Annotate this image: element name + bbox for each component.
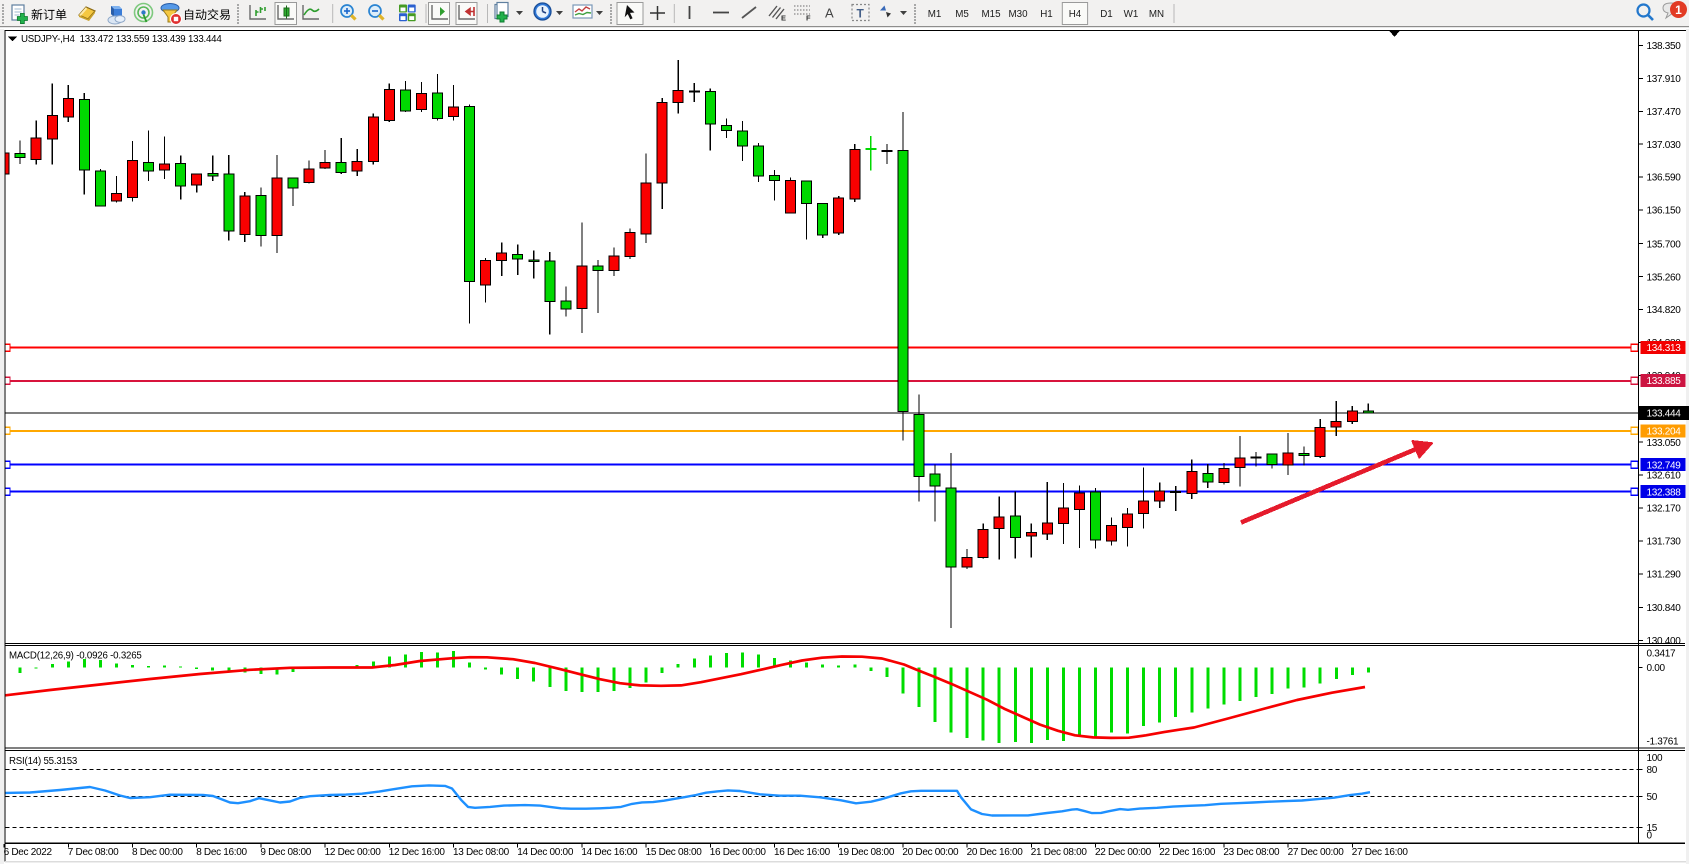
svg-text:E: E (781, 14, 786, 23)
svg-text:A: A (825, 6, 834, 21)
svg-text:16 Dec 16:00: 16 Dec 16:00 (774, 847, 831, 858)
svg-text:137.470: 137.470 (1647, 107, 1682, 118)
svg-text:135.700: 135.700 (1647, 239, 1682, 250)
svg-text:133.444: 133.444 (1647, 409, 1682, 420)
svg-text:134.313: 134.313 (1647, 343, 1682, 354)
svg-text:W1: W1 (1124, 9, 1139, 20)
svg-text:134.820: 134.820 (1647, 305, 1682, 316)
svg-text:132.388: 132.388 (1647, 487, 1682, 498)
svg-text:F: F (806, 14, 811, 23)
svg-text:22 Dec 00:00: 22 Dec 00:00 (1095, 847, 1152, 858)
svg-text:130.840: 130.840 (1647, 603, 1682, 614)
svg-text:136.150: 136.150 (1647, 206, 1682, 217)
svg-text:M15: M15 (981, 9, 1001, 20)
svg-text:9 Dec 08:00: 9 Dec 08:00 (260, 847, 311, 858)
svg-text:132.749: 132.749 (1647, 460, 1682, 471)
svg-text:T: T (857, 7, 865, 21)
svg-text:-1.3761: -1.3761 (1647, 737, 1680, 748)
svg-text:132.170: 132.170 (1647, 504, 1682, 515)
svg-text:133.204: 133.204 (1647, 427, 1682, 438)
svg-text:23 Dec 08:00: 23 Dec 08:00 (1223, 847, 1280, 858)
svg-text:135.260: 135.260 (1647, 272, 1682, 283)
svg-text:D1: D1 (1100, 9, 1113, 20)
svg-text:137.030: 137.030 (1647, 140, 1682, 151)
svg-text:RSI(14) 55.3153: RSI(14) 55.3153 (9, 756, 77, 767)
svg-text:12 Dec 00:00: 12 Dec 00:00 (325, 847, 382, 858)
svg-text:21 Dec 08:00: 21 Dec 08:00 (1031, 847, 1088, 858)
svg-text:14 Dec 16:00: 14 Dec 16:00 (581, 847, 638, 858)
svg-text:80: 80 (1647, 765, 1658, 776)
svg-text:12 Dec 16:00: 12 Dec 16:00 (389, 847, 446, 858)
svg-text:8 Dec 16:00: 8 Dec 16:00 (196, 847, 247, 858)
svg-text:22 Dec 16:00: 22 Dec 16:00 (1159, 847, 1216, 858)
svg-text:13 Dec 08:00: 13 Dec 08:00 (453, 847, 510, 858)
svg-text:7 Dec 08:00: 7 Dec 08:00 (68, 847, 119, 858)
svg-text:133.885: 133.885 (1647, 376, 1682, 387)
svg-text:27 Dec 16:00: 27 Dec 16:00 (1352, 847, 1409, 858)
svg-text:20 Dec 16:00: 20 Dec 16:00 (967, 847, 1024, 858)
svg-text:M5: M5 (955, 9, 969, 20)
svg-text:0.3417: 0.3417 (1647, 649, 1677, 660)
svg-text:MN: MN (1149, 9, 1164, 20)
svg-text:137.910: 137.910 (1647, 74, 1682, 85)
svg-text:20 Dec 00:00: 20 Dec 00:00 (902, 847, 959, 858)
svg-text:27 Dec 00:00: 27 Dec 00:00 (1288, 847, 1345, 858)
svg-text:M30: M30 (1008, 9, 1028, 20)
svg-text:15: 15 (1647, 823, 1658, 834)
svg-text:132.610: 132.610 (1647, 471, 1682, 482)
svg-text:0.00: 0.00 (1647, 663, 1666, 674)
svg-text:133.050: 133.050 (1647, 438, 1682, 449)
svg-text:15 Dec 08:00: 15 Dec 08:00 (646, 847, 703, 858)
svg-text:14 Dec 00:00: 14 Dec 00:00 (517, 847, 574, 858)
svg-text:16 Dec 00:00: 16 Dec 00:00 (710, 847, 767, 858)
svg-text:1: 1 (1675, 3, 1682, 17)
svg-text:131.290: 131.290 (1647, 570, 1682, 581)
svg-text:M1: M1 (928, 9, 942, 20)
svg-text:138.350: 138.350 (1647, 41, 1682, 52)
svg-text:50: 50 (1647, 792, 1658, 803)
svg-text:6 Dec 2022: 6 Dec 2022 (4, 847, 53, 858)
svg-text:100: 100 (1647, 753, 1664, 764)
svg-text:19 Dec 08:00: 19 Dec 08:00 (838, 847, 895, 858)
svg-text:0: 0 (1647, 831, 1653, 842)
svg-text:131.730: 131.730 (1647, 537, 1682, 548)
svg-text:8 Dec 00:00: 8 Dec 00:00 (132, 847, 183, 858)
svg-text:H1: H1 (1040, 9, 1053, 20)
svg-text:130.400: 130.400 (1647, 636, 1682, 647)
svg-text:MACD(12,26,9) -0.0926 -0.3265: MACD(12,26,9) -0.0926 -0.3265 (9, 651, 142, 662)
svg-text:136.590: 136.590 (1647, 173, 1682, 184)
svg-text:H4: H4 (1069, 9, 1082, 20)
svg-text:USDJPY-,H4 133.472 133.559 13: USDJPY-,H4 133.472 133.559 133.439 133.4… (21, 34, 222, 45)
